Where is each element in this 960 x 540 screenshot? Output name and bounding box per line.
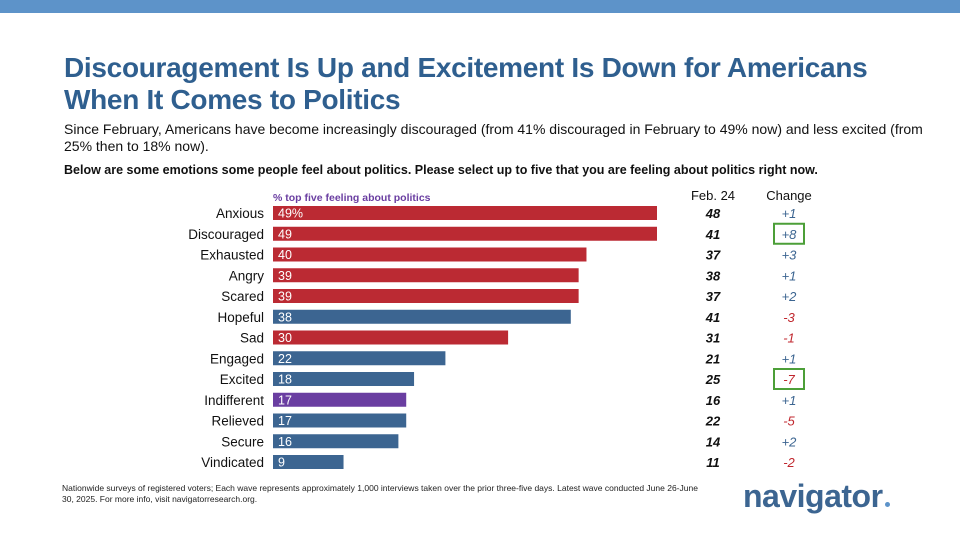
highlight-box-discouraged bbox=[773, 222, 805, 245]
column-header-prior: Feb. 24 bbox=[691, 188, 735, 203]
bar-value-label-indifferent: 17 bbox=[278, 393, 292, 407]
bar-vindicated bbox=[273, 455, 344, 469]
highlight-box-excited bbox=[773, 368, 805, 390]
prior-value-relieved: 22 bbox=[705, 414, 721, 429]
change-value-hopeful: -3 bbox=[783, 310, 795, 325]
bar-exhausted bbox=[273, 247, 587, 262]
change-value-discouraged: +8 bbox=[782, 227, 798, 242]
logo-text: navigator bbox=[743, 478, 883, 514]
bar-value-label-scared: 39 bbox=[278, 290, 292, 304]
change-value-secure: +2 bbox=[782, 434, 798, 449]
series-label: % top five feeling about politics bbox=[273, 192, 431, 204]
prior-value-secure: 14 bbox=[706, 434, 721, 449]
prior-value-angry: 38 bbox=[706, 268, 721, 283]
prior-value-sad: 31 bbox=[706, 331, 720, 346]
bar-sad bbox=[273, 330, 509, 345]
bar-value-label-secure: 16 bbox=[278, 435, 292, 449]
bar-value-label-sad: 30 bbox=[278, 331, 292, 345]
category-label-scared: Scared bbox=[221, 289, 264, 304]
prior-value-anxious: 48 bbox=[705, 206, 721, 221]
category-label-sad: Sad bbox=[240, 331, 264, 346]
category-label-indifferent: Indifferent bbox=[204, 393, 264, 408]
change-value-anxious: +1 bbox=[782, 206, 797, 221]
prior-value-scared: 37 bbox=[706, 289, 721, 304]
page-title: Discouragement Is Up and Excitement Is D… bbox=[64, 52, 868, 115]
bar-excited bbox=[273, 372, 415, 386]
prior-value-engaged: 21 bbox=[705, 351, 720, 366]
prior-value-hopeful: 41 bbox=[705, 310, 720, 325]
change-value-scared: +2 bbox=[782, 289, 798, 304]
prior-value-discouraged: 41 bbox=[705, 227, 720, 242]
bar-discouraged bbox=[273, 226, 657, 241]
bar-value-label-exhausted: 40 bbox=[278, 248, 292, 262]
footnote: Nationwide surveys of registered voters;… bbox=[62, 483, 698, 504]
bar-value-label-angry: 39 bbox=[278, 269, 292, 283]
category-label-hopeful: Hopeful bbox=[217, 310, 264, 325]
change-value-relieved: -5 bbox=[783, 414, 795, 429]
bar-anxious bbox=[273, 206, 657, 220]
logo-dot bbox=[884, 502, 890, 507]
bar-secure bbox=[273, 434, 399, 449]
prior-value-exhausted: 37 bbox=[706, 248, 721, 263]
change-value-vindicated: -2 bbox=[783, 455, 795, 470]
change-value-angry: +1 bbox=[782, 268, 797, 283]
category-label-engaged: Engaged bbox=[210, 351, 264, 366]
category-label-vindicated: Vindicated bbox=[201, 455, 264, 470]
category-label-anxious: Anxious bbox=[216, 206, 264, 221]
category-label-relieved: Relieved bbox=[211, 414, 264, 429]
bar-value-label-vindicated: 9 bbox=[278, 456, 285, 470]
top-band bbox=[0, 0, 960, 13]
survey-question: Below are some emotions some people feel… bbox=[64, 163, 818, 177]
bar-value-label-anxious: 49% bbox=[278, 207, 303, 221]
prior-value-vindicated: 11 bbox=[706, 455, 720, 470]
subtitle: Since February, Americans have become in… bbox=[64, 121, 923, 154]
prior-value-excited: 25 bbox=[705, 372, 721, 387]
category-label-discouraged: Discouraged bbox=[188, 227, 264, 242]
bar-angry bbox=[273, 268, 579, 283]
bar-scared bbox=[273, 289, 579, 303]
prior-value-indifferent: 16 bbox=[706, 393, 721, 408]
column-header-change: Change bbox=[766, 188, 812, 203]
change-value-indifferent: +1 bbox=[782, 393, 797, 408]
bar-value-label-relieved: 17 bbox=[278, 414, 292, 428]
bar-value-label-excited: 18 bbox=[278, 373, 292, 387]
bar-hopeful bbox=[273, 309, 571, 324]
change-value-exhausted: +3 bbox=[782, 248, 798, 263]
change-value-excited: -7 bbox=[783, 372, 795, 387]
category-label-exhausted: Exhausted bbox=[200, 248, 264, 263]
bar-value-label-discouraged: 49 bbox=[278, 227, 292, 241]
category-label-secure: Secure bbox=[221, 434, 264, 449]
change-value-engaged: +1 bbox=[782, 351, 797, 366]
bar-engaged bbox=[273, 351, 446, 366]
bar-relieved bbox=[273, 413, 407, 428]
bar-value-label-hopeful: 38 bbox=[278, 310, 292, 324]
navigator-logo: navigator bbox=[743, 478, 890, 515]
change-value-sad: -1 bbox=[783, 331, 795, 346]
category-label-angry: Angry bbox=[229, 268, 265, 283]
bar-indifferent bbox=[273, 392, 407, 407]
category-label-excited: Excited bbox=[220, 372, 264, 387]
bar-value-label-engaged: 22 bbox=[278, 352, 292, 366]
